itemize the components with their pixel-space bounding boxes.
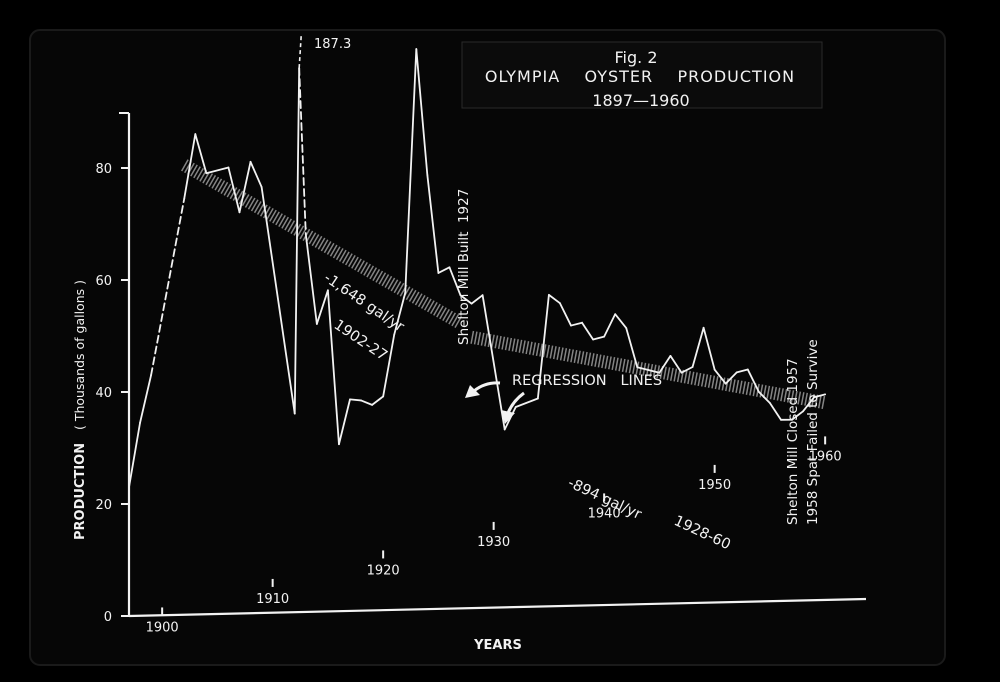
x-axis	[128, 597, 867, 618]
y-tick-label: 60	[95, 274, 112, 289]
production-segment	[205, 166, 230, 175]
arrow-icon	[473, 381, 501, 393]
y-ticks: 0 20 40 60 80	[95, 112, 129, 625]
production-segment	[194, 133, 208, 175]
annotation-shelton-closed: Shelton Mill Closed 1957	[785, 358, 801, 525]
production-segment	[669, 355, 683, 374]
y-tick-label: 0	[104, 610, 112, 625]
production-segment	[139, 374, 153, 424]
production-segment	[349, 398, 362, 402]
title-years: 1897—1960	[592, 91, 689, 110]
y-tick-label: 80	[95, 162, 112, 177]
production-segment	[514, 397, 539, 408]
production-segment	[813, 393, 827, 399]
annotation-shelton-built: Shelton Mill Built 1927	[456, 189, 472, 345]
production-segment	[592, 335, 606, 341]
annotation-spat-failed: 1958 Spat Failed to Survive	[805, 339, 821, 525]
arrow-icon	[506, 391, 525, 414]
production-segment	[338, 398, 351, 446]
annotation-regression-lines: REGRESSION LINES	[512, 373, 662, 389]
production-segment	[614, 313, 628, 330]
production-segment	[647, 369, 661, 374]
production-segment	[183, 133, 197, 200]
peak-value-label: 187.3	[314, 37, 351, 52]
production-segment	[249, 160, 263, 188]
production-segment	[393, 291, 407, 336]
title-fig: Fig. 2	[615, 48, 658, 67]
production-segment	[636, 366, 650, 371]
x-tick-label: 1900	[146, 620, 179, 635]
x-tick-label: 1950	[698, 478, 731, 493]
production-segment	[238, 160, 252, 214]
production-segment	[404, 48, 418, 294]
production-segment	[559, 302, 572, 327]
production-segment	[603, 313, 617, 338]
production-segment	[625, 327, 639, 369]
x-tick-label: 1920	[367, 563, 400, 578]
production-segment	[128, 421, 141, 489]
production-series	[128, 35, 827, 489]
y-axis-unit: ( Thousands of gallons )	[72, 280, 87, 430]
y-axis-label: PRODUCTION	[73, 443, 88, 540]
production-segment	[570, 321, 583, 327]
arrowhead-icon	[501, 410, 515, 424]
x-tick-label: 1910	[256, 592, 289, 607]
production-segment	[437, 266, 451, 274]
production-segment	[713, 368, 727, 385]
production-segment	[371, 395, 385, 406]
production-segment	[415, 48, 429, 176]
chart-title: OLYMPIA OYSTER PRODUCTION	[485, 67, 795, 86]
y-tick-label: 40	[95, 386, 112, 401]
production-segment	[298, 67, 307, 236]
production-segment	[304, 233, 318, 325]
axes	[127, 113, 867, 618]
regression-band-1	[181, 159, 464, 329]
title-box	[461, 41, 823, 109]
production-segment	[315, 289, 329, 325]
production-segment	[459, 294, 473, 305]
production-segment	[769, 402, 782, 421]
x-ticks: 1900 1910 1920 1930 1940 1950 1960	[146, 436, 842, 635]
arrowhead-icon	[465, 385, 480, 398]
production-segment	[326, 289, 340, 446]
production-segment	[680, 366, 694, 374]
production-segment	[581, 321, 594, 341]
peak-dashed-line	[298, 35, 302, 69]
production-segment	[724, 371, 738, 385]
production-segment	[746, 368, 760, 393]
production-segment	[791, 410, 804, 421]
x-tick-label: 1930	[477, 535, 510, 550]
production-segment	[448, 266, 462, 297]
x-axis-label: YEARS	[473, 638, 522, 653]
production-segment	[481, 294, 506, 431]
production-segment	[702, 326, 716, 371]
production-segment	[293, 67, 301, 415]
production-segment	[227, 166, 241, 214]
x-tick-label: 1960	[809, 449, 842, 464]
production-segment	[150, 197, 186, 376]
x-tick-label: 1940	[588, 506, 621, 521]
y-tick-label: 20	[95, 498, 112, 513]
production-segment	[470, 294, 484, 305]
production-segment	[691, 326, 705, 368]
production-segment	[260, 186, 296, 415]
production-segment	[735, 368, 749, 374]
production-segment	[426, 174, 440, 274]
production-segment	[548, 293, 561, 305]
production-segment	[757, 390, 771, 404]
production-segment	[382, 333, 396, 398]
production-segment	[802, 396, 815, 413]
production-segment	[658, 355, 672, 374]
production-segment	[536, 293, 550, 400]
production-segment	[360, 399, 374, 406]
